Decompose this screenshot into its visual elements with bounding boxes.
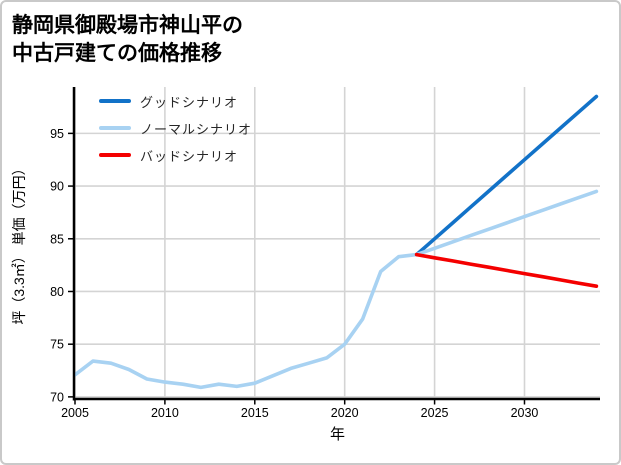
y-tick-label: 80 <box>50 285 64 299</box>
chart-title-line1: 静岡県御殿場市神山平の <box>12 14 243 37</box>
legend-item-bad: バッドシナリオ <box>99 146 252 164</box>
x-axis-label: 年 <box>330 426 345 443</box>
x-tick-label: 2030 <box>511 406 539 420</box>
legend-swatch-normal <box>99 126 131 130</box>
legend-label-bad: バッドシナリオ <box>140 148 239 164</box>
chart-title: 静岡県御殿場市神山平の 中古戸建ての価格推移 <box>12 12 243 67</box>
y-tick-label: 75 <box>50 338 64 352</box>
x-tick-label: 2025 <box>421 406 449 420</box>
chart-title-line2: 中古戸建ての価格推移 <box>12 41 222 65</box>
legend-swatch-good <box>99 99 131 103</box>
y-axis-label: 坪（3.3㎡） 単価（万円） <box>11 161 27 324</box>
x-tick-label: 2010 <box>151 406 179 420</box>
legend-swatch-bad <box>99 153 131 157</box>
y-tick-label: 95 <box>50 127 64 141</box>
x-tick-label: 2020 <box>331 406 359 420</box>
legend: グッドシナリオ ノーマルシナリオ バッドシナリオ <box>99 92 252 164</box>
y-tick-label: 70 <box>50 390 64 404</box>
x-tick-label: 2015 <box>241 406 269 420</box>
x-tick-label: 2005 <box>61 406 89 420</box>
legend-label-good: グッドシナリオ <box>140 94 239 110</box>
legend-label-normal: ノーマルシナリオ <box>140 121 253 137</box>
series-line-1 <box>73 189 599 390</box>
series-line-2 <box>414 252 599 289</box>
legend-item-good: グッドシナリオ <box>99 92 252 110</box>
series-line-0 <box>414 94 599 257</box>
y-tick-label: 85 <box>50 232 64 246</box>
legend-item-normal: ノーマルシナリオ <box>99 119 252 137</box>
y-tick-label: 90 <box>50 180 64 194</box>
